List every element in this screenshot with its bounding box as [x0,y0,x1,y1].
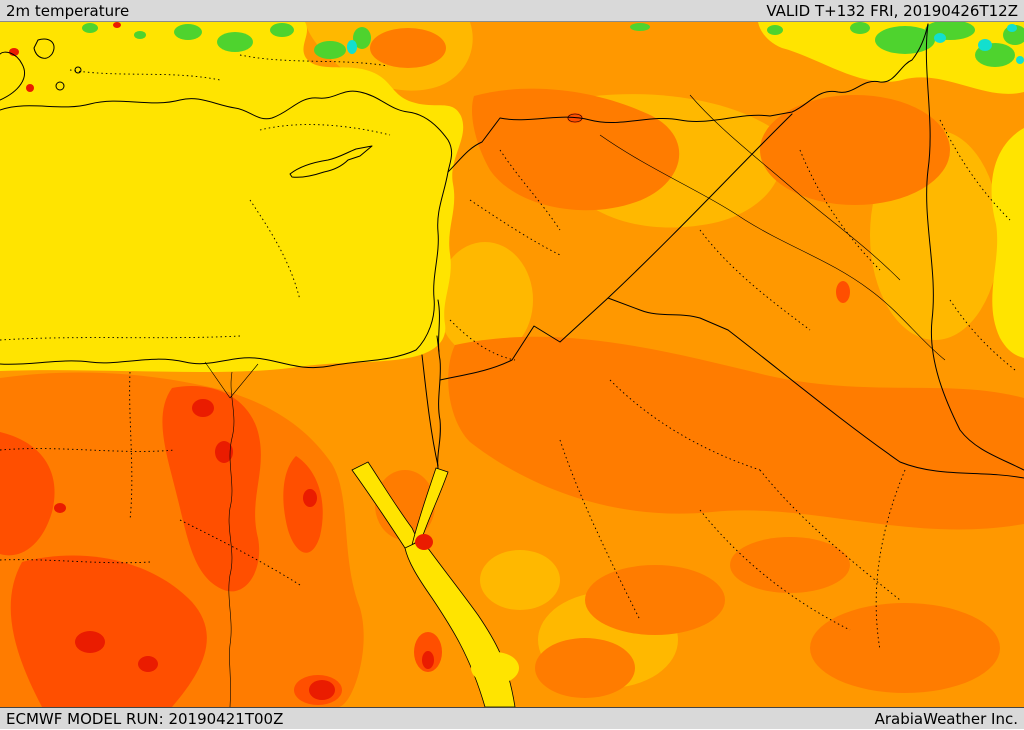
country-borders [421,23,1024,479]
euphrates-river [599,134,946,361]
cold-cyan-spots [347,24,1024,64]
island-outline [33,38,55,59]
saudi-iraq-border [727,329,1024,479]
aegean-coast [0,51,25,101]
turkey-border [447,23,929,173]
jordan-iraq-border [607,297,729,331]
map-footer-bar: ECMWF MODEL RUN: 20190421T00Z ArabiaWeat… [0,707,1024,729]
admin-boundaries-dotted [0,54,1016,651]
cyprus-island [289,145,373,178]
map-header-bar: 2m temperature VALID T+132 FRI, 20190426… [0,0,1024,22]
temperature-map-canvas [0,22,1024,707]
nile-river [228,371,235,707]
brand-label: ArabiaWeather Inc. [874,709,1018,728]
mild-yellow-areas [0,22,1024,707]
island-outline [55,81,65,91]
temperature-map [0,22,1024,707]
syria-iraq-border [607,113,793,299]
iraq-iran-border [925,23,1024,471]
nile-delta [204,361,259,399]
mediterranean-coastline [0,90,453,369]
tigris-river [689,94,901,281]
valid-time-label: VALID T+132 FRI, 20190426T12Z [766,1,1018,20]
dead-sea [436,335,440,353]
jordan-saudi-border [439,297,609,381]
map-title: 2m temperature [6,1,130,20]
rivers [204,94,946,707]
coastlines [0,38,583,369]
island-outline [74,66,82,74]
jordan-valley-border [437,299,441,469]
mediterranean-sea-region [0,22,464,373]
extreme-heat-spots [9,22,434,700]
egypt-israel-border [421,354,439,467]
model-run-label: ECMWF MODEL RUN: 20190421T00Z [6,709,284,728]
